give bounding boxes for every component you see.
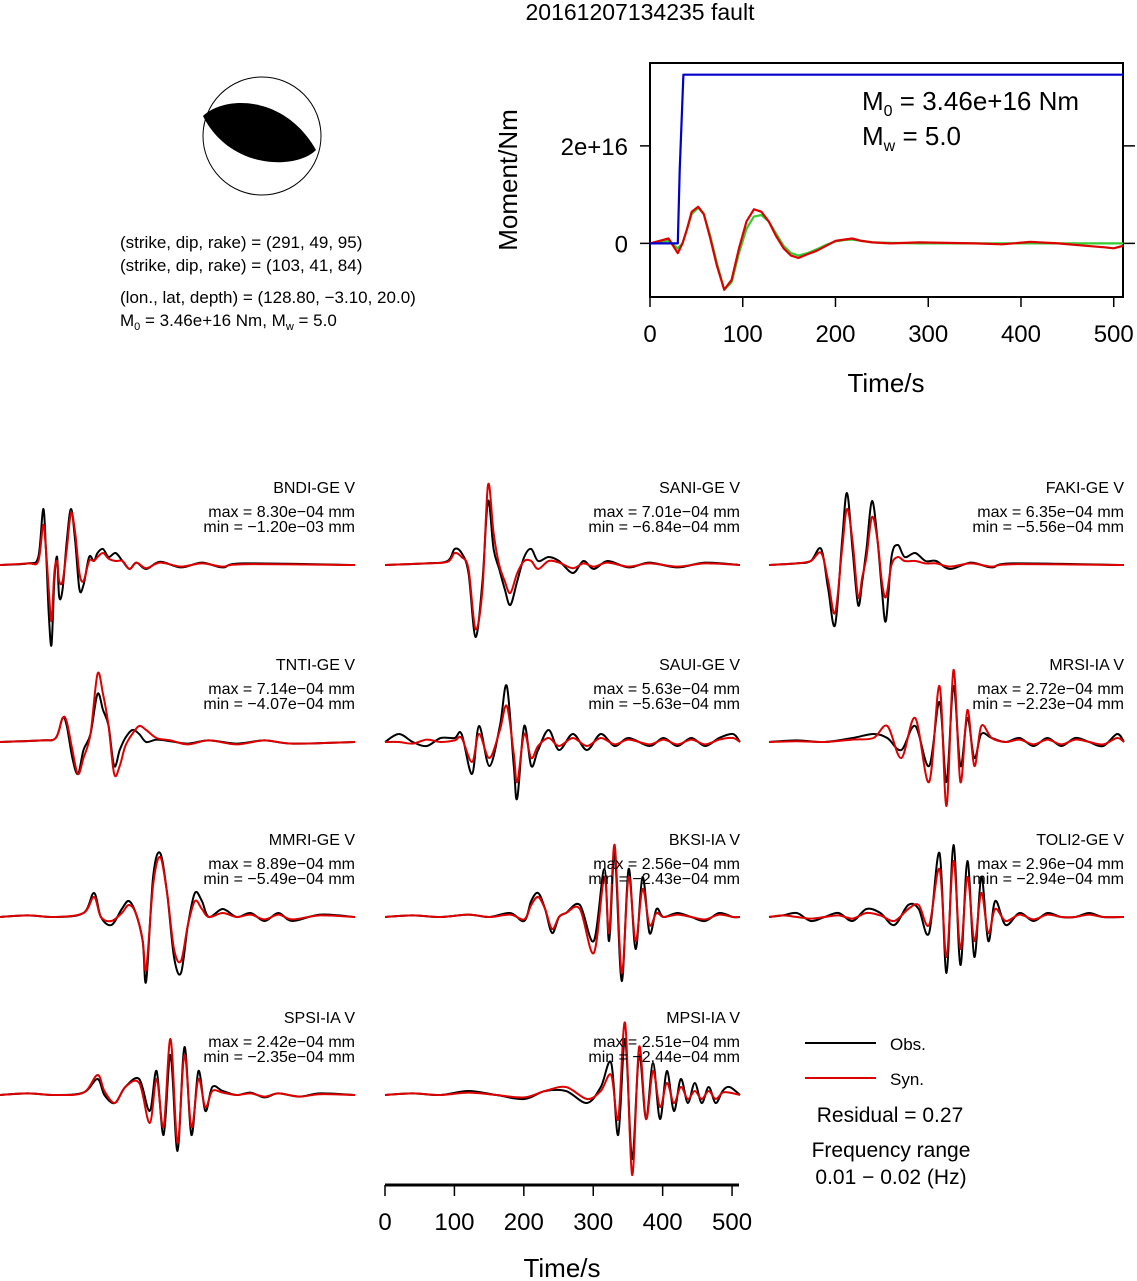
trace-syn	[768, 668, 1125, 808]
moment-series-cumulative	[650, 73, 1123, 245]
moment-m0-label: M0 = 3.46e+16 Nm	[862, 86, 1079, 120]
bottom-xtick-label: 300	[573, 1209, 613, 1236]
station-min: min = −2.23e−04 mm	[972, 696, 1124, 713]
moment-plot: Moment/Nm Time/s 0 100 200 300 400 500 0 2e+16…	[493, 62, 1135, 398]
station-min: min = −6.84e−04 mm	[588, 519, 740, 536]
bottom-xtick-label: 100	[434, 1209, 474, 1236]
station-name: BKSI-IA V	[669, 832, 740, 849]
bottom-xtick-label: 200	[504, 1209, 544, 1236]
station-max: max = 7.01e−04 mm	[593, 504, 740, 521]
station-max: max = 2.51e−04 mm	[593, 1034, 740, 1051]
bottom-time-axis: 0 100 200 300 400 500 Time/s	[378, 1183, 752, 1281]
focal-moment-line: M0 = 3.46e+16 Nm, Mw = 5.0	[120, 311, 337, 333]
station-name: MPSI-IA V	[666, 1010, 740, 1027]
frequency-range-label: Frequency range	[812, 1139, 971, 1162]
trace-syn	[0, 671, 356, 778]
station-min: min = −5.63e−04 mm	[588, 696, 740, 713]
bottom-xlabel: Time/s	[523, 1253, 600, 1281]
focal-line-2: (strike, dip, rake) = (103, 41, 84)	[120, 256, 362, 275]
legend: Obs. Syn. Residual = 0.27 Frequency rang…	[805, 1035, 970, 1189]
station-max: max = 7.14e−04 mm	[208, 681, 355, 698]
bottom-xtick-label: 400	[643, 1209, 683, 1236]
moment-xtick-label: 500	[1094, 321, 1134, 348]
station-name: SAUI-GE V	[659, 657, 740, 674]
station-name: TOLI2-GE V	[1036, 832, 1124, 849]
moment-xtick-label: 300	[908, 321, 948, 348]
station-max: max = 8.30e−04 mm	[208, 504, 355, 521]
moment-xtick-label: 400	[1001, 321, 1041, 348]
trace-syn	[384, 843, 741, 975]
station-max: max = 2.42e−04 mm	[208, 1034, 355, 1051]
beachball-compressional-quadrant	[203, 103, 316, 163]
station-max: max = 5.63e−04 mm	[593, 681, 740, 698]
moment-plot-frame	[649, 62, 1124, 298]
page-title: 20161207134235 fault	[526, 0, 756, 25]
trace-syn	[768, 507, 1125, 615]
bottom-xtick-label: 500	[712, 1209, 752, 1236]
station-max: max = 2.96e−04 mm	[977, 856, 1124, 873]
station-name: MRSI-IA V	[1049, 657, 1124, 674]
trace-syn	[384, 704, 741, 784]
station-min: min = −2.94e−04 mm	[972, 871, 1124, 888]
station-min: min = −5.49e−04 mm	[203, 871, 355, 888]
station-min: min = −2.35e−04 mm	[203, 1049, 355, 1066]
station-min: min = −4.07e−04 mm	[203, 696, 355, 713]
trace-syn	[0, 511, 356, 623]
bottom-xtick-label: 0	[378, 1209, 391, 1236]
focal-line-3: (lon., lat, depth) = (128.80, −3.10, 20.…	[120, 288, 416, 307]
trace-syn	[384, 1021, 741, 1177]
station-max: max = 2.56e−04 mm	[593, 856, 740, 873]
moment-xtick-label: 100	[723, 321, 763, 348]
frequency-range-value: 0.01 − 0.02 (Hz)	[815, 1166, 966, 1189]
legend-obs-label: Obs.	[890, 1035, 926, 1054]
trace-syn	[384, 482, 741, 631]
station-name: BNDI-GE V	[273, 480, 355, 497]
moment-ylabel: Moment/Nm	[493, 109, 523, 251]
station-name: FAKI-GE V	[1046, 480, 1125, 497]
legend-syn-label: Syn.	[890, 1070, 924, 1089]
moment-ytick-label: 0	[615, 231, 628, 258]
station-max: max = 6.35e−04 mm	[977, 504, 1124, 521]
moment-series-rate_red	[649, 205, 1124, 291]
station-name: TNTI-GE V	[276, 657, 355, 674]
station-min: min = −5.56e−04 mm	[972, 519, 1124, 536]
station-min: min = −2.44e−04 mm	[588, 1049, 740, 1066]
moment-ytick-label: 2e+16	[561, 134, 628, 161]
trace-syn	[0, 1037, 356, 1145]
station-max: max = 8.89e−04 mm	[208, 856, 355, 873]
trace-syn	[768, 859, 1125, 959]
moment-xtick-label: 0	[643, 321, 656, 348]
trace-obs	[384, 684, 741, 801]
station-min: min = −1.20e−03 mm	[203, 519, 355, 536]
station-name: SPSI-IA V	[284, 1010, 355, 1027]
moment-mw-label: Mw = 5.0	[862, 121, 961, 155]
moment-xlabel: Time/s	[847, 368, 924, 398]
focal-line-1: (strike, dip, rake) = (291, 49, 95)	[120, 233, 362, 252]
beachball	[202, 76, 322, 196]
residual-label: Residual = 0.27	[817, 1104, 964, 1127]
moment-xtick-label: 200	[815, 321, 855, 348]
station-max: max = 2.72e−04 mm	[977, 681, 1124, 698]
station-name: SANI-GE V	[659, 480, 740, 497]
trace-syn	[0, 855, 356, 972]
station-min: min = −2.43e−04 mm	[588, 871, 740, 888]
station-name: MMRI-GE V	[269, 832, 356, 849]
